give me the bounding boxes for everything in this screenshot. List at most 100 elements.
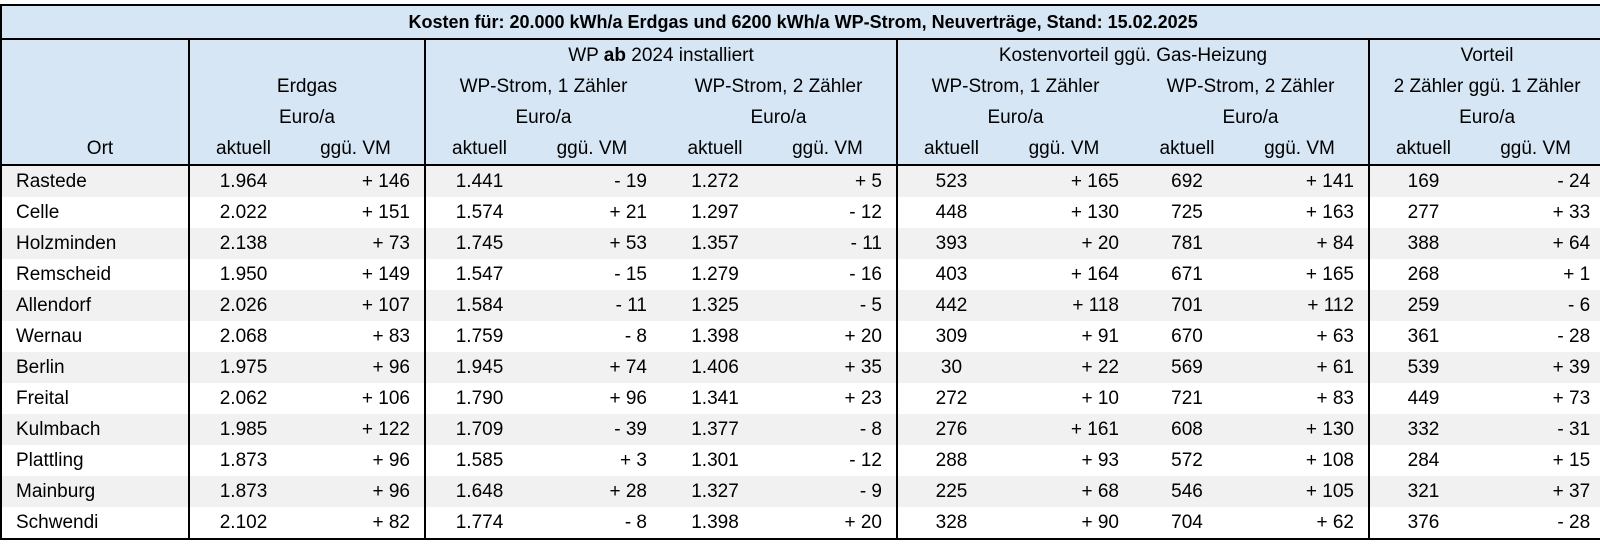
cell-aktuell: 1.759	[424, 321, 533, 352]
cell-aktuell: 1.574	[424, 197, 533, 228]
cell-aktuell: 388	[1368, 228, 1477, 259]
table-row: Berlin 1.975 + 96 1.945 + 74 1.406 + 35 30 + 22 5…	[0, 352, 1600, 383]
cell-aktuell: 572	[1171, 450, 1203, 471]
header-ort-spacer-2	[0, 71, 189, 102]
header-unit-wp2: Euro/a	[661, 102, 897, 133]
cell-vm: + 146	[297, 165, 425, 197]
cell-vm: + 141	[1241, 165, 1369, 197]
header-group-wp-installed: WP ab 2024 installiert	[424, 38, 897, 71]
header-aktuell: aktuell	[188, 133, 297, 166]
cell-vm: + 68	[1005, 476, 1133, 507]
cell-vm: - 9	[769, 476, 897, 507]
cost-table-container: Kosten für: 20.000 kWh/a Erdgas und 6200…	[0, 4, 1600, 540]
cell-aktuell: 1.945	[424, 352, 533, 383]
cell-ort: Allendorf	[0, 290, 189, 321]
cell-vm: + 163	[1305, 202, 1354, 223]
cell-aktuell: 1.441	[424, 165, 533, 197]
header-ort-spacer-3	[0, 102, 189, 133]
cell-vm: + 83	[372, 326, 410, 347]
cell-aktuell: 692	[1133, 165, 1241, 197]
cost-table: Kosten für: 20.000 kWh/a Erdgas und 6200…	[0, 4, 1600, 540]
cell-vm: + 5	[769, 165, 897, 197]
cell-aktuell: 276	[896, 414, 1005, 445]
header-vm: ggü. VM	[769, 133, 897, 166]
header-unit-kv1: Euro/a	[896, 102, 1133, 133]
cell-ort: Mainburg	[0, 476, 189, 507]
cell-ort: Celle	[0, 197, 189, 228]
cell-ort: Kulmbach	[0, 414, 189, 445]
cell-aktuell: 225	[896, 476, 1005, 507]
cell-aktuell: 1.648	[424, 476, 533, 507]
cell-aktuell: 2.062	[188, 383, 297, 414]
header-ort: Ort	[0, 133, 189, 166]
cell-vm: - 12	[849, 202, 882, 223]
cell-vm: + 63	[1316, 326, 1354, 347]
header-aktuell: aktuell	[661, 133, 769, 166]
cell-aktuell: 523	[896, 165, 1005, 197]
cell-vm: + 130	[1070, 202, 1119, 223]
cell-aktuell: 1.790	[424, 383, 533, 414]
cell-aktuell: 1.398	[691, 326, 739, 347]
cell-vm: + 74	[533, 352, 661, 383]
header-kv2: WP-Strom, 2 Zähler	[1133, 71, 1369, 102]
cell-vm: + 161	[1005, 414, 1133, 445]
cell-vm: + 106	[361, 388, 410, 409]
table-row: Rastede 1.964 + 146 1.441- 19 1.272 + 5 523 + 1…	[0, 165, 1600, 197]
cell-aktuell: 169	[1368, 165, 1477, 197]
cell-vm: + 23	[844, 388, 882, 409]
cell-aktuell: 376	[1368, 507, 1477, 540]
header-vm: ggü. VM	[297, 133, 425, 166]
cell-aktuell: 321	[1368, 476, 1477, 507]
cell-aktuell: 1.873	[188, 445, 297, 476]
header-kv1: WP-Strom, 1 Zähler	[896, 71, 1133, 102]
cell-vm: + 96	[609, 388, 647, 409]
cell-vm: + 3	[620, 450, 647, 471]
cell-aktuell: 448	[896, 197, 1005, 228]
cell-aktuell: 1.297	[691, 202, 739, 223]
cell-aktuell: 701	[1133, 290, 1241, 321]
cell-vm: + 39	[1477, 352, 1600, 383]
cell-aktuell: 1.357	[661, 228, 769, 259]
cell-aktuell: 1.398	[661, 507, 769, 540]
cell-vm: - 28	[1477, 321, 1600, 352]
header-vm: ggü. VM	[533, 133, 661, 166]
cell-vm: + 151	[361, 202, 410, 223]
cell-vm: + 33	[1477, 197, 1600, 228]
table-row: Remscheid 1.950 + 149 1.547 - 15 1.279 - 16 403…	[0, 259, 1600, 290]
cell-vm: + 10	[1081, 388, 1119, 409]
cell-vm: + 35	[769, 352, 897, 383]
cell-aktuell: 449	[1368, 383, 1477, 414]
cell-aktuell: 277	[1368, 197, 1477, 228]
cell-aktuell: 1.272	[661, 165, 769, 197]
cell-vm: + 164	[1070, 264, 1119, 285]
cell-aktuell: 1.547	[424, 259, 533, 290]
cell-vm: + 82	[297, 507, 425, 540]
cell-aktuell: 361	[1368, 321, 1477, 352]
cell-vm: + 83	[1316, 388, 1354, 409]
cell-ort: Freital	[0, 383, 189, 414]
cell-vm: + 22	[1005, 352, 1133, 383]
cell-aktuell: 2.026	[188, 290, 297, 321]
cell-vm: + 73	[1477, 383, 1600, 414]
cell-vm: - 31	[1477, 414, 1600, 445]
cell-aktuell: 670	[1171, 326, 1203, 347]
table-row: Freital 2.062 + 106 1.790 + 96 1.341 + 23 272 + …	[0, 383, 1600, 414]
header-wp2: WP-Strom, 2 Zähler	[661, 71, 897, 102]
header-vm: ggü. VM	[1477, 133, 1600, 166]
cell-aktuell: 1.774	[424, 507, 533, 540]
cell-vm: + 96	[297, 476, 425, 507]
header-unit-kv2: Euro/a	[1133, 102, 1369, 133]
cell-vm: - 11	[533, 290, 661, 321]
cell-vm: - 8	[533, 507, 661, 540]
cell-aktuell: 393	[896, 228, 1005, 259]
cell-aktuell: 1.873	[188, 476, 297, 507]
cell-aktuell: 704	[1133, 507, 1241, 540]
cell-vm: + 96	[297, 352, 425, 383]
cell-aktuell: 259	[1368, 290, 1477, 321]
cell-aktuell: 2.068	[188, 321, 297, 352]
cell-aktuell: 2.022	[188, 197, 297, 228]
cell-ort: Holzminden	[0, 228, 189, 259]
header-vorteil-sub: 2 Zähler ggü. 1 Zähler	[1367, 71, 1600, 102]
cell-vm: + 20	[1005, 228, 1133, 259]
cell-aktuell: 1.327	[661, 476, 769, 507]
